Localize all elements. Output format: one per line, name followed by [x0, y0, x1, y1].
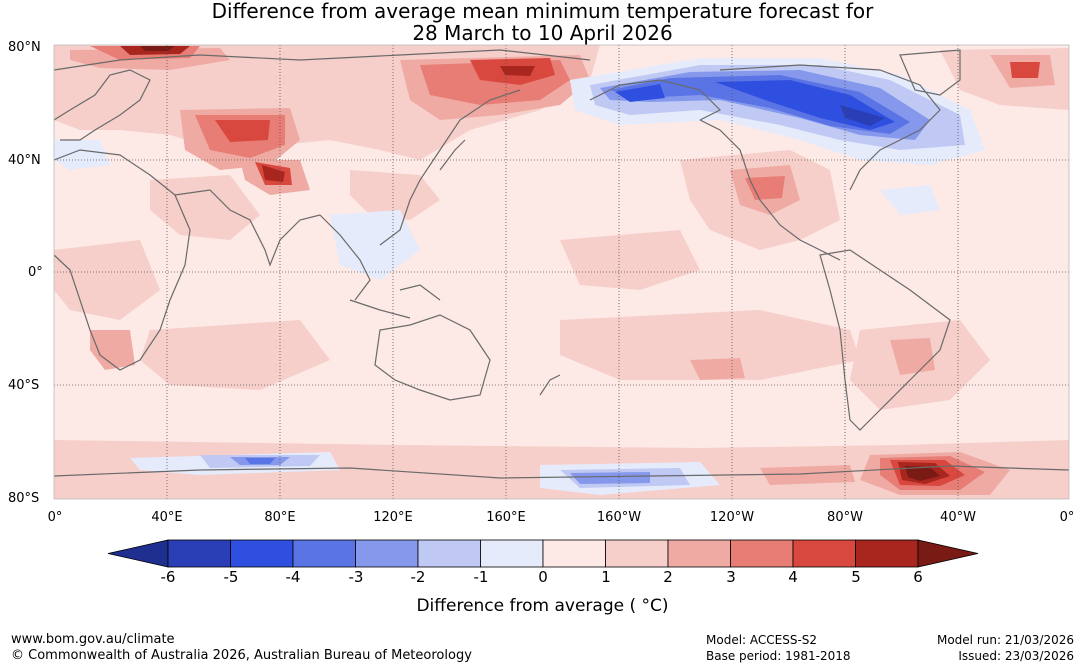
lon-label-120e: 120°E	[373, 510, 413, 525]
colorbar-swatch	[667, 539, 731, 568]
graticule	[54, 45, 1069, 499]
colorbar-swatch	[730, 539, 794, 568]
colorbar-swatch	[230, 539, 294, 568]
colorbar-tick: -4	[285, 568, 301, 586]
colorbar-tick: 6	[913, 568, 923, 586]
map-title: Difference from average mean minimum tem…	[0, 0, 1085, 44]
colorbar-tick: 3	[726, 568, 736, 586]
lon-label-0-west: 0°	[47, 510, 63, 525]
colorbar-swatch	[167, 539, 231, 568]
colorbar-swatch	[292, 539, 356, 568]
colorbar-swatch	[855, 539, 919, 568]
title-line-2: 28 March to 10 April 2026	[412, 21, 673, 45]
colorbar-swatch	[417, 539, 481, 568]
lon-label-80w: 80°W	[827, 510, 863, 525]
colorbar-swatch	[792, 539, 856, 568]
anomaly-band-over-6	[140, 46, 940, 481]
lon-label-160e: 160°E	[486, 510, 526, 525]
lat-label-40s: 40°S	[8, 378, 40, 393]
footer-site-link[interactable]: www.bom.gov.au/climate	[11, 632, 175, 647]
colorbar-arrow-high	[917, 539, 979, 568]
coastlines	[54, 49, 1069, 479]
colorbar-swatch	[542, 539, 606, 568]
lon-label-40w: 40°W	[940, 510, 976, 525]
footer-model: Model: ACCESS-S2	[706, 633, 818, 647]
colorbar-tick: -3	[348, 568, 364, 586]
title-line-1: Difference from average mean minimum tem…	[211, 0, 874, 23]
colorbar-swatch	[355, 539, 419, 568]
lon-label-160w: 160°W	[596, 510, 642, 525]
colorbar-tick: -6	[160, 568, 176, 586]
footer-issued: Issued: 23/03/2026	[958, 649, 1074, 663]
colorbar-swatch	[605, 539, 669, 568]
colorbar-tick: 0	[538, 568, 548, 586]
colorbar-tick: -5	[223, 568, 239, 586]
colorbar-tick: -1	[473, 568, 489, 586]
colorbar-tick: 2	[663, 568, 673, 586]
lon-label-80e: 80°E	[264, 510, 296, 525]
colorbar-label: Difference from average ( °C)	[416, 596, 669, 616]
footer-copyright: © Commonwealth of Australia 2026, Austra…	[11, 648, 472, 663]
anomaly-band-minus6-minus5	[840, 105, 885, 126]
colorbar-tick: -2	[410, 568, 426, 586]
lat-label-40n: 40°N	[8, 153, 41, 168]
colorbar-swatch	[480, 539, 544, 568]
colorbar-tick: 1	[601, 568, 611, 586]
lat-label-80n: 80°N	[8, 40, 41, 55]
footer-model-run: Model run: 21/03/2026	[936, 633, 1074, 647]
footer-base-period: Base period: 1981-2018	[706, 649, 851, 663]
map-frame	[53, 44, 1070, 500]
colorbar-tick: 4	[788, 568, 798, 586]
lat-label-80s: 80°S	[8, 491, 40, 506]
lon-label-120w: 120°W	[709, 510, 755, 525]
lon-label-40e: 40°E	[151, 510, 183, 525]
colorbar-arrow-low	[107, 539, 169, 568]
lon-label-0-east: 0°	[1059, 510, 1075, 525]
lat-label-0: 0°	[28, 265, 43, 280]
colorbar-tick: 5	[851, 568, 861, 586]
